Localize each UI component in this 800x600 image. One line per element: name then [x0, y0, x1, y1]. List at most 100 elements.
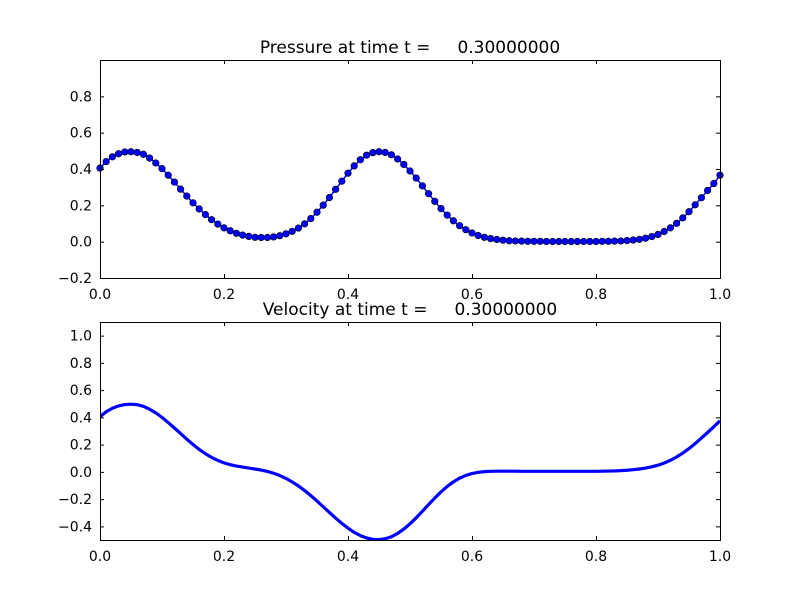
pressure-data-point — [108, 153, 116, 161]
pressure-data-point — [301, 220, 309, 228]
velocity-y-tick-label: 0.4 — [70, 410, 92, 426]
pressure-x-tick-label: 0.0 — [89, 287, 111, 303]
pressure-data-point — [511, 237, 520, 245]
pressure-data-point — [183, 192, 191, 200]
pressure-data-point — [152, 159, 160, 167]
pressure-data-point — [654, 230, 662, 238]
pressure-x-tick-label: 0.6 — [461, 287, 483, 303]
pressure-data-point — [276, 232, 284, 240]
pressure-data-point — [146, 154, 154, 162]
pressure-data-point — [468, 229, 476, 237]
velocity-title: Velocity at time t = 0.30000000 — [263, 300, 557, 320]
pressure-data-point — [139, 150, 147, 158]
pressure-data-point — [536, 237, 544, 245]
pressure-data-point — [604, 237, 613, 245]
pressure-data-point — [579, 237, 588, 246]
pressure-y-tick-label: 0.8 — [70, 89, 92, 105]
pressure-title: Pressure at time t = 0.30000000 — [260, 38, 560, 58]
velocity-y-tick-label: 0.6 — [70, 383, 92, 399]
pressure-data-point — [443, 211, 451, 219]
pressure-y-tick-label: 0.0 — [70, 235, 92, 251]
pressure-data-point — [629, 236, 637, 244]
pressure-data-point — [567, 237, 575, 246]
pressure-data-point — [648, 232, 656, 241]
pressure-data-point — [548, 237, 557, 246]
pressure-data-point — [474, 231, 482, 240]
velocity-x-tick-label: 0.2 — [213, 549, 235, 565]
pressure-data-point — [641, 234, 650, 242]
pressure-data-point — [691, 201, 699, 209]
pressure-data-point — [573, 237, 582, 246]
pressure-data-point — [164, 171, 172, 179]
pressure-data-point — [294, 224, 303, 232]
pressure-data-point — [332, 185, 340, 193]
pressure-data-point — [344, 169, 352, 177]
velocity-y-tick-label: −0.4 — [58, 519, 92, 535]
velocity-x-tick-label: 0.4 — [337, 549, 359, 565]
pressure-data-point — [425, 190, 433, 198]
pressure-data-point — [400, 160, 408, 169]
velocity-axes-frame — [100, 322, 721, 541]
pressure-data-point — [449, 217, 458, 225]
pressure-data-point — [499, 236, 507, 244]
pressure-data-point — [270, 233, 278, 241]
velocity-plot: Velocity at time t = 0.30000000 0.0 0.2 0.… — [58, 300, 731, 565]
pressure-data-point — [263, 233, 272, 242]
pressure-data-point — [356, 156, 365, 164]
pressure-x-tick-label: 0.4 — [337, 287, 359, 303]
pressure-data-point — [195, 205, 203, 213]
pressure-data-point — [121, 148, 129, 156]
pressure-y-tick-label: 0.2 — [70, 198, 92, 214]
pressure-data-point — [114, 150, 123, 158]
pressure-data-point — [189, 199, 197, 207]
velocity-y-tick-label: −0.2 — [58, 492, 92, 508]
pressure-plot: Pressure at time t = 0.30000000 0.0 0.2 0.… — [58, 38, 731, 303]
pressure-data-point — [685, 208, 693, 216]
pressure-data-point — [325, 193, 334, 202]
pressure-data-point — [369, 149, 377, 157]
pressure-data-point — [214, 220, 222, 228]
pressure-data-point — [635, 235, 644, 243]
pressure-data-point — [375, 148, 383, 156]
pressure-data-point — [412, 174, 420, 182]
pressure-data-point — [623, 236, 631, 245]
pressure-plot-area: 0.0 0.2 0.4 0.6 0.8 1.0−0.20.00.20.40.60.8 — [58, 60, 731, 303]
pressure-data-point — [257, 233, 265, 242]
pressure-data-point — [245, 232, 253, 240]
pressure-x-tick-label: 1.0 — [709, 287, 731, 303]
pressure-data-point — [251, 233, 259, 241]
pressure-data-point — [282, 230, 290, 238]
pressure-data-point — [338, 177, 346, 185]
pressure-data-point — [177, 185, 185, 193]
pressure-data-point — [307, 214, 315, 223]
pressure-data-point — [363, 151, 371, 159]
pressure-data-point — [313, 208, 321, 216]
pressure-data-point — [487, 234, 495, 243]
pressure-data-point — [703, 186, 712, 195]
pressure-data-point — [524, 237, 532, 245]
pressure-data-point — [226, 227, 234, 235]
pressure-data-point — [660, 227, 668, 236]
pressure-x-tick-label: 0.2 — [213, 287, 235, 303]
pressure-data-point — [387, 151, 396, 159]
pressure-data-point — [133, 148, 141, 157]
pressure-data-point — [431, 197, 439, 205]
velocity-series-line — [100, 402, 720, 540]
pressure-data-point — [679, 214, 687, 222]
pressure-data-point — [350, 162, 358, 170]
pressure-y-tick-label: 0.4 — [70, 162, 92, 178]
pressure-data-point — [697, 194, 706, 202]
velocity-y-tick-label: 0.8 — [70, 356, 92, 372]
pressure-data-point — [555, 237, 563, 246]
pressure-data-point — [598, 237, 606, 245]
pressure-x-tick-label: 0.8 — [585, 287, 607, 303]
velocity-y-tick-label: 1.0 — [70, 329, 92, 345]
pressure-data-point — [710, 179, 718, 188]
pressure-data-point — [418, 182, 427, 190]
pressure-data-point — [542, 237, 551, 246]
pressure-data-point — [158, 165, 166, 173]
pressure-data-point — [586, 237, 594, 246]
pressure-data-point — [220, 224, 228, 232]
pressure-data-point — [592, 237, 600, 246]
